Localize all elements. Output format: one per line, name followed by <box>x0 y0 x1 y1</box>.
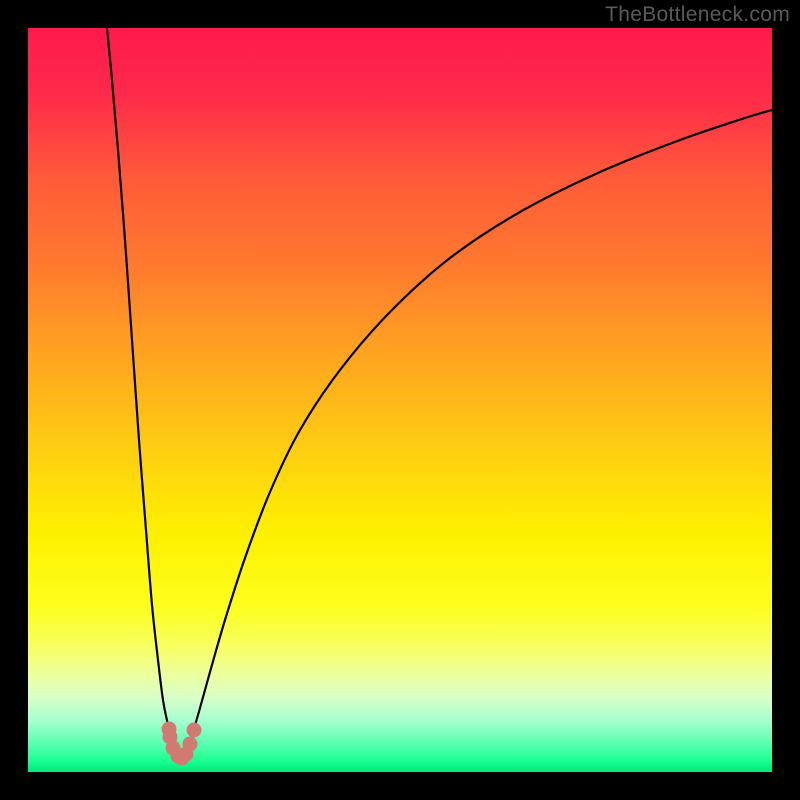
watermark-text: TheBottleneck.com <box>605 3 790 27</box>
tip-marker <box>183 737 198 752</box>
chart-container: TheBottleneck.com <box>0 0 800 800</box>
plot-background <box>28 28 772 772</box>
tip-marker <box>187 723 202 738</box>
bottleneck-chart <box>0 0 800 800</box>
